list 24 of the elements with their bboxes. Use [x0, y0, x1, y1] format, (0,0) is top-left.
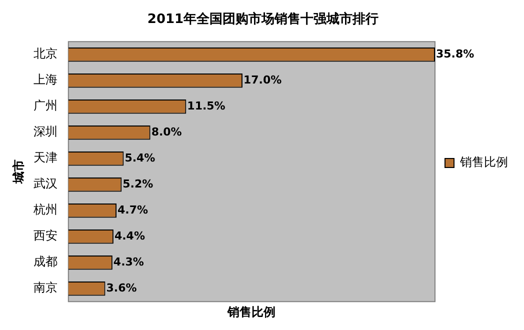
data-label: 35.8%: [436, 47, 474, 60]
y-tick-label: 天津: [33, 150, 58, 165]
y-tick-label: 北京: [33, 46, 58, 61]
y-tick-label: 杭州: [32, 202, 58, 217]
y-tick-label: 南京: [33, 280, 58, 295]
data-label: 17.0%: [243, 73, 282, 86]
y-tick-label: 成都: [33, 254, 58, 269]
data-label: 11.5%: [187, 99, 226, 112]
data-label: 5.2%: [122, 177, 154, 190]
y-tick-label: 上海: [33, 72, 58, 87]
legend-label: 销售比例: [459, 155, 508, 170]
y-tick-label: 深圳: [33, 124, 58, 139]
data-label: 3.6%: [106, 281, 137, 294]
data-label: 4.4%: [114, 229, 145, 242]
chart-title: 2011年全国团购市场销售十强城市排行: [147, 11, 379, 28]
data-label: 5.4%: [124, 151, 156, 164]
x-axis-title: 销售比例: [226, 304, 276, 319]
y-tick-label: 武汉: [33, 176, 58, 191]
data-label: 8.0%: [151, 125, 182, 138]
data-label: 4.3%: [113, 255, 144, 268]
data-label: 4.7%: [118, 203, 148, 216]
y-tick-label: 西安: [33, 228, 58, 243]
y-axis-title: 城市: [11, 160, 26, 185]
y-tick-label: 广州: [33, 98, 58, 113]
